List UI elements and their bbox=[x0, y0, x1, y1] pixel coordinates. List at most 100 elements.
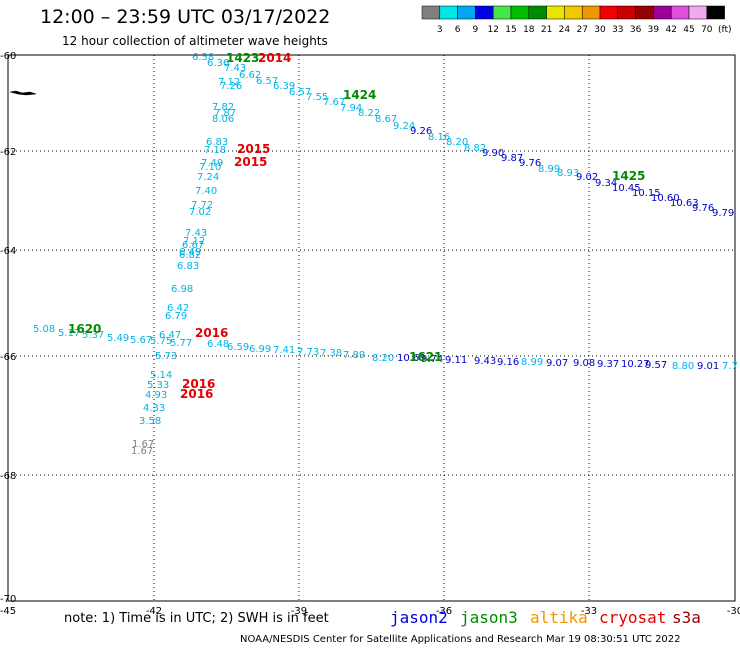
lat-tick-label: -66 bbox=[0, 352, 16, 363]
swh-value-label: 6.59 bbox=[227, 342, 249, 353]
swh-value-label: 7.40 bbox=[195, 186, 217, 197]
color-scale-legend: 3 6 9 12 15 18 21 24 27 30 33 36 39 42 45 70 (ft) bbox=[421, 5, 732, 35]
swh-value-label: 5.08 bbox=[33, 324, 55, 335]
swh-value-label: 8.99 bbox=[521, 357, 543, 368]
swh-value-label: 9.74 bbox=[421, 354, 443, 365]
swh-value-label: 7.12 bbox=[218, 77, 240, 88]
swh-value-label: 9.43 bbox=[474, 356, 496, 367]
pass-time-label: 2015 bbox=[237, 142, 270, 156]
colorbar-tick-label: 6 bbox=[455, 25, 461, 35]
swh-value-label: 8.67 bbox=[375, 114, 397, 125]
colorbar-tick-label: 33 bbox=[612, 25, 623, 35]
swh-value-label: 9.57 bbox=[645, 360, 667, 371]
lat-tick-label: -68 bbox=[0, 471, 16, 482]
swh-value-label: 7.87 bbox=[214, 108, 236, 119]
swh-value-label: 6.82 bbox=[179, 250, 201, 261]
swh-value-label: 7.41 bbox=[273, 345, 295, 356]
swh-value-label: 9.02 bbox=[576, 172, 598, 183]
satellite-jason2: jason2 bbox=[390, 608, 448, 627]
swh-value-label: 9.26 bbox=[410, 126, 432, 137]
swh-value-label: 3.58 bbox=[139, 416, 161, 427]
swh-value-label: 7.89 bbox=[343, 350, 365, 361]
swh-value-label: 7.72 bbox=[191, 200, 213, 211]
swh-value-label: 6.98 bbox=[171, 284, 193, 295]
swh-value-label: 6.62 bbox=[239, 70, 261, 81]
swh-value-label: 8.82 bbox=[464, 143, 486, 154]
swh-value-label: 9.87 bbox=[501, 153, 523, 164]
swh-value-label: 7.43 bbox=[185, 228, 207, 239]
lon-tick-label: -39 bbox=[291, 606, 307, 617]
swh-value-label: 6.39 bbox=[273, 81, 295, 92]
swh-value-label: 10.27 bbox=[621, 359, 650, 370]
colorbar-tick-label: 15 bbox=[505, 25, 516, 35]
swh-value-label: 9.34 bbox=[595, 178, 617, 189]
satellite-altika: altika bbox=[530, 608, 588, 627]
swh-value-label: 1.67 bbox=[132, 439, 154, 450]
swh-value-label: 7.82 bbox=[212, 102, 234, 113]
swh-value-label: 7.43 bbox=[224, 63, 246, 74]
swh-value-label: 5.75 bbox=[150, 336, 172, 347]
lat-tick-label: -60 bbox=[0, 51, 16, 62]
swh-value-label: 10.60 bbox=[651, 193, 680, 204]
colorbar-tick-label: 70 bbox=[701, 25, 713, 35]
swh-value-label: 6.57 bbox=[289, 87, 311, 98]
colorbar-tick-label: 36 bbox=[630, 25, 642, 35]
swh-value-label: 4.33 bbox=[143, 403, 165, 414]
swh-value-label: 7.73 bbox=[297, 347, 319, 358]
swh-value-label: 5.49 bbox=[107, 333, 129, 344]
swh-value-label: 7.18 bbox=[204, 145, 226, 156]
pass-time-label: 1425 bbox=[612, 169, 645, 183]
swh-value-label: 5.73 bbox=[155, 351, 177, 362]
pass-time-label: 2016 bbox=[182, 377, 215, 391]
colorbar-tick-label: 24 bbox=[559, 25, 571, 35]
swh-value-label: 7.10 bbox=[199, 162, 221, 173]
swh-value-label: 5.37 bbox=[82, 330, 104, 341]
lat-tick-label: -70 bbox=[0, 594, 16, 605]
swh-value-label: 8.22 bbox=[358, 108, 380, 119]
swh-value-label: 9.37 bbox=[597, 359, 619, 370]
swh-value-label: 8.20 bbox=[372, 353, 394, 364]
swh-value-label: 9.76 bbox=[692, 203, 714, 214]
lat-tick-label: -62 bbox=[0, 147, 16, 158]
swh-value-label: 7.55 bbox=[306, 92, 328, 103]
swh-value-label: 7.94 bbox=[340, 103, 362, 114]
swh-value-label: 7.49 bbox=[201, 158, 223, 169]
satellite-jason3: jason3 bbox=[460, 608, 518, 627]
map-title: 12:00 – 23:59 UTC 03/17/2022 bbox=[40, 6, 331, 28]
swh-value-label: 5.77 bbox=[170, 338, 192, 349]
swh-value-label: 9.16 bbox=[497, 357, 519, 368]
colorbar-tick-label: 27 bbox=[576, 25, 587, 35]
pass-time-label: 2015 bbox=[234, 155, 267, 169]
swh-value-label: 10.63 bbox=[397, 353, 426, 364]
swh-value-label: 8.93 bbox=[557, 168, 579, 179]
swh-value-label: 7.7 bbox=[722, 361, 738, 372]
swh-value-label: 9.79 bbox=[712, 208, 734, 219]
swh-value-label: 7.38 bbox=[320, 348, 342, 359]
pass-time-label: 1621 bbox=[409, 350, 442, 364]
colorbar-tick-label: 21 bbox=[541, 25, 552, 35]
swh-value-label: 9.24 bbox=[393, 121, 415, 132]
swh-value-label: 6.49 bbox=[179, 247, 201, 258]
swh-value-label: 1.67 bbox=[131, 446, 153, 457]
swh-value-label: 4.93 bbox=[145, 390, 167, 401]
lon-tick-label: -42 bbox=[146, 606, 162, 617]
colorbar-tick-label: 9 bbox=[473, 25, 479, 35]
colorbar-tick-label: 39 bbox=[648, 25, 660, 35]
lon-tick-label: -33 bbox=[581, 606, 597, 617]
pass-time-label: 1424 bbox=[343, 88, 376, 102]
lon-tick-label: -30 bbox=[727, 606, 740, 617]
swh-value-label: 5.67 bbox=[130, 335, 152, 346]
swh-value-label: 9.01 bbox=[697, 361, 719, 372]
swh-value-label: 7.12 bbox=[183, 236, 205, 247]
lat-tick-label: -64 bbox=[0, 246, 16, 257]
lon-tick-label: -45 bbox=[0, 606, 16, 617]
swh-value-label: 10.63 bbox=[670, 198, 699, 209]
island-outline bbox=[9, 90, 37, 96]
swh-value-label: 6.36 bbox=[207, 58, 229, 69]
swh-value-label: 7.02 bbox=[189, 207, 211, 218]
pass-time-label: 1620 bbox=[68, 322, 101, 336]
map-subtitle: 12 hour collection of altimeter wave hei… bbox=[62, 34, 328, 48]
swh-value-label: 5.14 bbox=[150, 370, 172, 381]
swh-value-label: 6.79 bbox=[165, 311, 187, 322]
